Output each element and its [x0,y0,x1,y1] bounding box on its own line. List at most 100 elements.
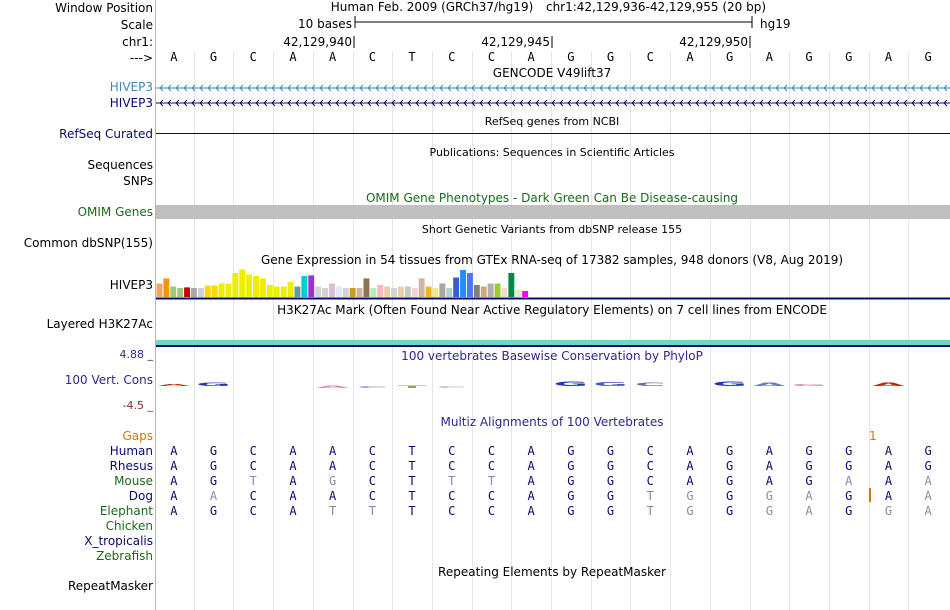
species-label[interactable]: Human [109,444,153,458]
scale-label: Scale [120,18,153,32]
reference-base: G [805,50,813,64]
gencode-strand-chevron [607,84,612,92]
alignment-base: C [249,459,257,473]
position-readout: chr1:42,129,936-42,129,955 (20 bp) [545,0,767,14]
alignment-base: G [726,504,734,518]
snps-track-label[interactable]: SNPs [123,174,153,188]
gencode-strand-chevron [487,84,492,92]
scale-bar [353,16,753,48]
gencode-strand-chevron [591,84,596,92]
gencode-strand-chevron [343,84,348,92]
alignment-base: A [329,444,337,458]
alignment-base: C [368,474,376,488]
alignment-base: G [606,444,615,458]
alignment-base: G [845,459,853,473]
gencode-strand-chevron [439,99,444,107]
species-label[interactable]: Chicken [105,519,153,533]
gencode-strand-chevron [447,99,452,107]
alignment-base: G [765,489,773,503]
sequences-track-label[interactable]: Sequences [87,158,153,172]
species-label[interactable]: Mouse [114,474,153,488]
species-label[interactable]: Dog [128,489,153,503]
refseq-gene-line[interactable] [156,133,950,134]
base-gridline [471,52,473,610]
gtex-tissue-bar [232,273,239,297]
dbsnp-track-label[interactable]: Common dbSNP(155) [23,236,153,250]
gtex-tissue-bar [308,275,315,297]
gencode-track-label-1[interactable]: HIVEP3 [109,80,153,94]
gtex-track-label[interactable]: HIVEP3 [109,278,153,292]
gaps-label: Gaps [122,429,153,443]
gencode-strand-chevron [159,84,164,92]
alignment-base: C [249,444,257,458]
gencode-strand-chevron [231,99,236,107]
gencode-strand-chevron [183,99,188,107]
gencode-strand-chevron [167,99,172,107]
species-label[interactable]: Elephant [99,504,153,518]
alignment-base: C [487,489,496,503]
alignment-base: T [646,504,654,518]
alignment-base: A [765,474,773,488]
species-label[interactable]: X_tropicalis [84,534,153,548]
gencode-strand-chevron [415,99,420,107]
gencode-strand-chevron [327,84,332,92]
species-label[interactable]: Zebrafish [96,549,153,563]
gencode-strand-chevron [255,99,260,107]
gencode-strand-chevron [687,99,692,107]
alignment-base: A [329,489,337,503]
h3k27ac-signal[interactable] [156,340,950,345]
base-gridline [670,52,672,610]
alignment-base: T [408,474,416,488]
gtex-tissue-bar [356,288,363,297]
gencode-strand-chevron [815,84,820,92]
gencode-strand-chevron [887,84,892,92]
gencode-strand-chevron [631,84,636,92]
reference-base: G [845,50,853,64]
gencode-strand-chevron [671,99,676,107]
alignment-base: A [289,489,297,503]
h3k27ac-track-label[interactable]: Layered H3K27Ac [46,317,153,331]
assembly-title: Human Feb. 2009 (GRCh37/hg19) [330,0,534,14]
gtex-bar-chart[interactable] [156,266,950,300]
gencode-strand-chevron [415,84,420,92]
gencode-strand-chevron [863,84,868,92]
gencode-strand-chevron [911,99,916,107]
gencode-features[interactable] [156,80,950,110]
omim-track-label[interactable]: OMIM Genes [77,205,153,219]
gencode-strand-chevron [695,84,700,92]
gencode-strand-chevron [487,99,492,107]
gencode-strand-chevron [511,84,516,92]
refseq-track-label[interactable]: RefSeq Curated [59,127,153,141]
alignment-base: G [567,444,575,458]
gencode-strand-chevron [391,99,396,107]
base-gridline [551,52,552,610]
gencode-track-label-2[interactable]: HIVEP3 [109,96,153,110]
species-label[interactable]: Rhesus [109,459,153,473]
alignment-base: G [924,444,932,458]
gencode-strand-chevron [727,84,732,92]
gencode-strand-chevron [279,99,284,107]
phylop-track-label[interactable]: 100 Vert. Cons [64,373,153,387]
gencode-strand-chevron [903,84,908,92]
gtex-tissue-bar [273,286,280,297]
gencode-strand-chevron [695,99,700,107]
gencode-strand-chevron [847,99,852,107]
reference-base: A [289,50,297,64]
alignment-base: G [606,489,615,503]
gencode-strand-chevron [615,99,620,107]
gtex-tissue-bar [191,288,197,297]
gtex-tissue-bar [508,273,515,297]
alignment-base: A [805,504,813,518]
gencode-strand-chevron [343,99,348,107]
repeatmasker-track-label[interactable]: RepeatMasker [67,579,153,593]
gencode-strand-chevron [775,84,780,92]
alignment-base: A [884,474,893,488]
repeatmasker-title: Repeating Elements by RepeatMasker [438,565,666,579]
gencode-strand-chevron [647,84,652,92]
omim-gene-bar[interactable] [156,205,950,219]
track-image[interactable]: Human Feb. 2009 (GRCh37/hg19) chr1:42,12… [156,0,950,610]
base-gridline [312,52,314,610]
gencode-strand-chevron [591,99,596,107]
gencode-strand-chevron [503,84,508,92]
